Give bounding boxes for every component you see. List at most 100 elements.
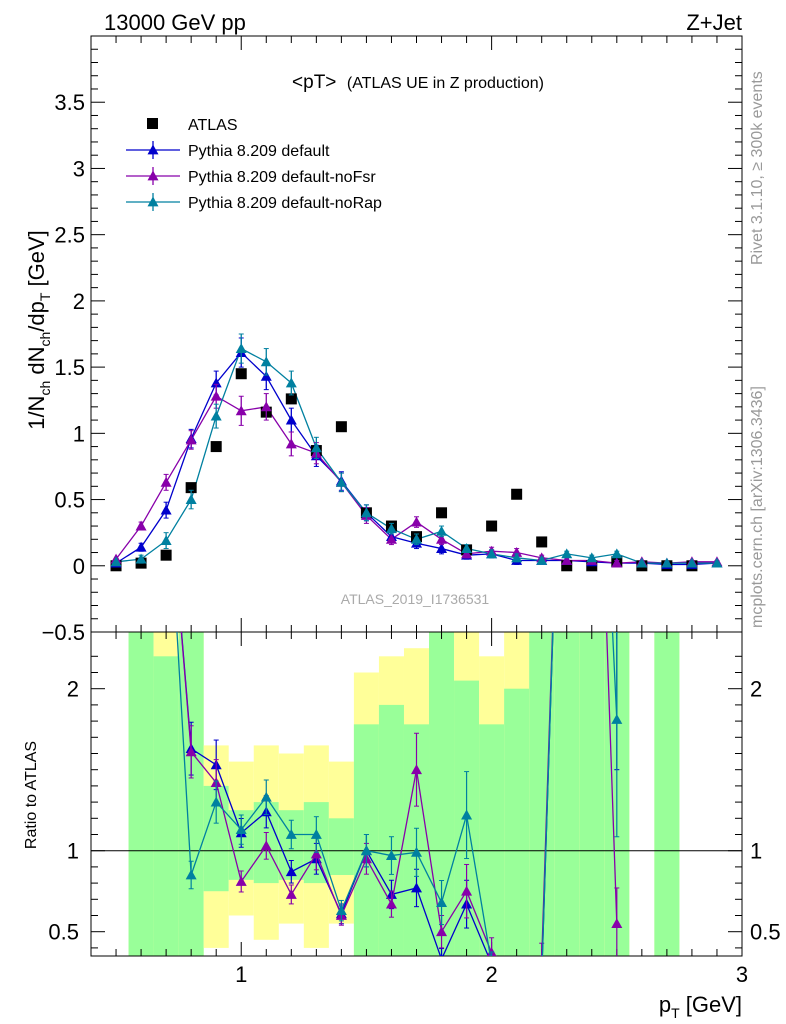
mc-point-3 [135,553,147,564]
mc-point-3 [310,442,322,453]
atlas-data-point [511,488,523,500]
ratio-point-2 [310,829,322,839]
mc-point-3 [536,554,548,565]
main-y-axis-label: 1/Nch dNch/dpT [GeV] [24,230,53,430]
ratio-bands [128,632,680,956]
legend-marker [147,170,159,181]
mc-point-2 [411,516,422,527]
ratio-y-axis: 0.5 0.5 1 1 2 2 [48,655,781,949]
ratio-point-2 [411,846,422,857]
mc-point-3 [586,552,598,563]
mcplots-label: mcplots.cern.ch [arXiv:1306.3436] [749,386,766,628]
chart-title: <pT> [292,72,336,93]
ratio-y-tick-label-right: 2 [750,677,762,702]
ratio-point-1 [235,875,247,886]
x-axis: 1 2 3 [90,36,748,987]
ratio-series [176,197,623,999]
ratio-band-inner [153,656,179,956]
atlas-data-point [210,441,222,453]
x-axis-label: pT [GeV] [659,992,742,1021]
atlas-data-point [561,560,573,572]
ratio-band-inner [378,704,404,956]
mc-point-3 [110,556,122,567]
mc-point-3 [511,552,523,563]
ratio-point-1 [561,197,572,207]
ratio-point-1 [260,840,272,851]
legend-marker-atlas [147,118,158,129]
ratio-point-0 [561,197,572,207]
ratio-point-2 [536,972,547,982]
ratio-y-tick-label-left: 2 [67,677,79,702]
mc-point-3 [411,533,422,544]
ratio-point-2 [586,197,597,207]
ratio-band-inner [579,632,605,956]
ratio-band-inner [554,632,580,956]
mc-point-2 [260,401,272,412]
ratio-point-2 [436,897,448,907]
main-y-tick-label: 2.5 [54,223,85,248]
mc-point-2 [385,533,397,544]
mc-point-3 [461,543,473,553]
atlas-data-point [436,507,448,519]
mc-point-1 [135,541,147,552]
mc-point-3 [185,494,197,504]
ratio-point-1 [436,926,448,937]
mc-point-3 [636,557,648,568]
ratio-band-inner [529,632,555,956]
mc-point-3 [260,356,272,367]
legend-marker [147,196,159,207]
mc-point-3 [486,548,498,559]
mc-point-3 [285,377,297,388]
ratio-point-2 [210,796,222,807]
ratio-band-inner [328,818,354,875]
mc-point-2 [461,548,473,559]
ratio-point-0 [536,972,547,982]
mc-point-1 [160,504,172,515]
mc-point-1 [210,377,222,388]
chart-title-group: <pT> (ATLAS UE in Z production) [292,72,544,93]
mc-point-2 [511,547,523,557]
legend-label: ATLAS [188,117,238,134]
main-y-tick-label: 1.5 [54,355,85,380]
main-y-tick-label: 3 [73,156,85,181]
ratio-point-2 [235,824,247,835]
ratio-point-2 [185,869,197,880]
ratio-point-2 [461,809,473,820]
legend-marker [147,144,159,155]
atlas-data-point [160,549,172,561]
mc-point-3 [160,535,172,546]
main-y-tick-label: 2 [73,289,85,314]
legend: ATLAS Pythia 8.209 default Pythia 8.209 de… [126,117,382,212]
atlas-data-point [335,421,347,433]
atlas-data-point [536,536,548,548]
mc-point-2 [235,405,247,416]
ratio-point-1 [461,885,473,896]
mc-point-1 [285,414,297,425]
main-y-tick-label: 1 [73,421,85,446]
mc-point-2 [135,520,147,531]
mc-point-3 [661,557,673,568]
chart-subtitle: (ATLAS UE in Z production) [347,75,544,92]
ratio-point-2 [285,829,297,839]
mc-point-1 [436,543,448,553]
mc-point-3 [711,557,723,568]
header-right: Z+Jet [686,10,742,35]
main-series [110,333,723,572]
mc-point-2 [561,554,573,565]
mc-point-3 [561,548,573,559]
atlas-data-point [486,520,498,532]
ratio-band-inner [479,724,505,956]
ratio-point-2 [511,989,522,999]
mc-point-3 [235,343,247,353]
ratio-point-0 [411,882,422,893]
legend-label: Pythia 8.209 default-noRap [188,195,382,212]
ratio-point-2 [611,713,623,724]
ratio-point-2 [260,791,272,802]
ratio-point-0 [611,602,622,612]
ratio-point-2 [335,905,347,916]
mc-point-3 [611,548,623,559]
mc-point-2 [160,476,172,487]
main-y-tick-label: 3.5 [54,90,85,115]
ratio-point-1 [611,918,623,928]
